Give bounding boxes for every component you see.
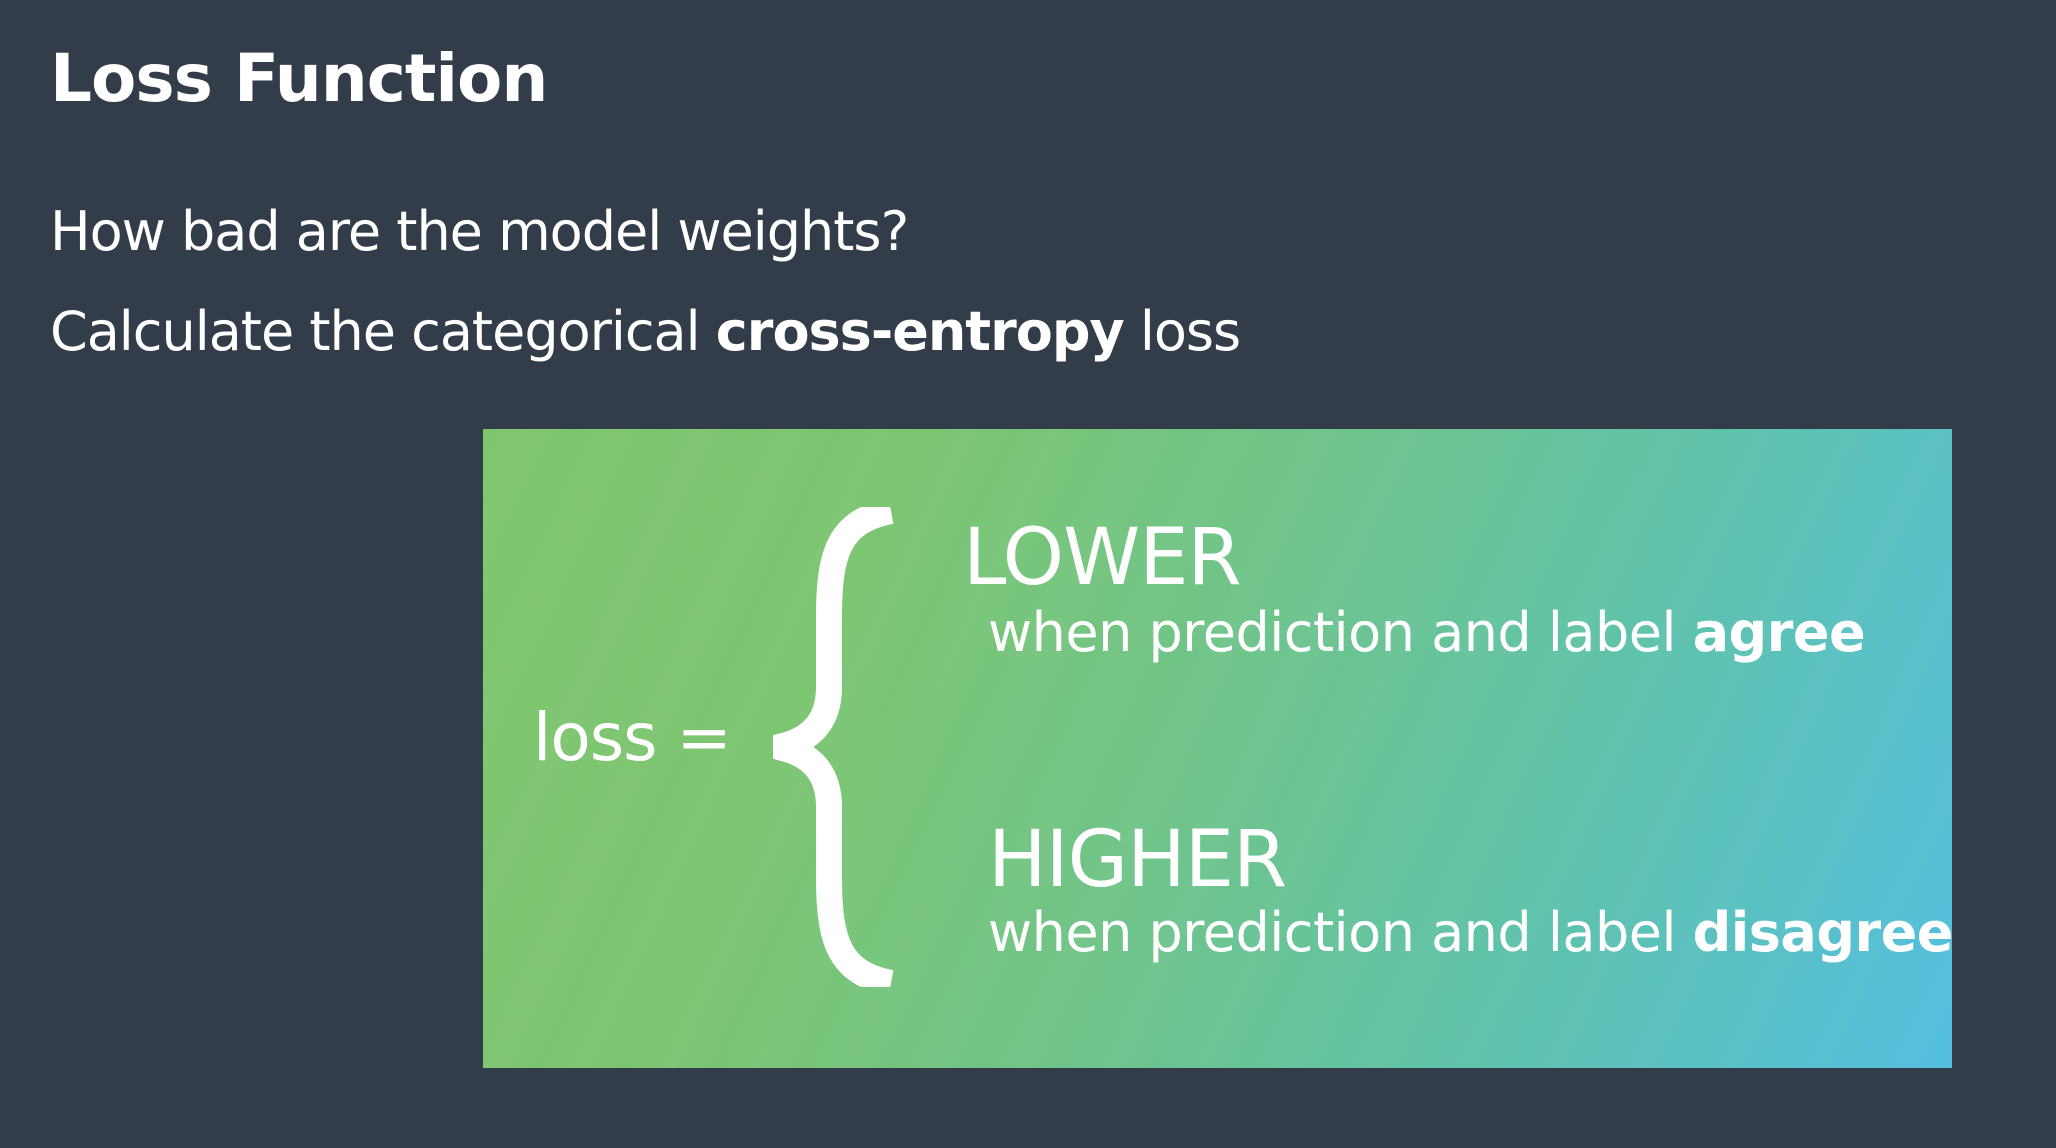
bullet-question: How bad are the model weights?	[50, 200, 909, 263]
case-lower-desc-prefix: when prediction and label	[988, 601, 1693, 664]
case-higher-description: when prediction and label disagree	[988, 901, 1952, 964]
bullet-calculate: Calculate the categorical cross-entropy …	[50, 300, 1241, 363]
bullet-calculate-prefix: Calculate the categorical	[50, 300, 716, 363]
case-lower-word: LOWER	[963, 513, 1242, 603]
case-lower-desc-bold: agree	[1692, 601, 1866, 664]
case-lower-description: when prediction and label agree	[988, 601, 1866, 664]
case-higher-word: HIGHER	[988, 815, 1287, 905]
bullet-calculate-suffix: loss	[1123, 300, 1241, 363]
left-curly-brace-icon	[773, 507, 894, 987]
loss-equals-label: loss =	[533, 699, 732, 776]
bullet-question-text: How bad are the model weights?	[50, 200, 909, 263]
case-higher-desc-prefix: when prediction and label	[988, 901, 1693, 964]
panel-sheen	[483, 429, 1952, 1068]
loss-definition-panel: loss = LOWER when prediction and label a…	[483, 429, 1952, 1068]
bullet-calculate-bold: cross-entropy	[715, 300, 1125, 363]
case-higher-desc-bold: disagree	[1692, 901, 1952, 964]
slide-title: Loss Function	[50, 40, 548, 117]
